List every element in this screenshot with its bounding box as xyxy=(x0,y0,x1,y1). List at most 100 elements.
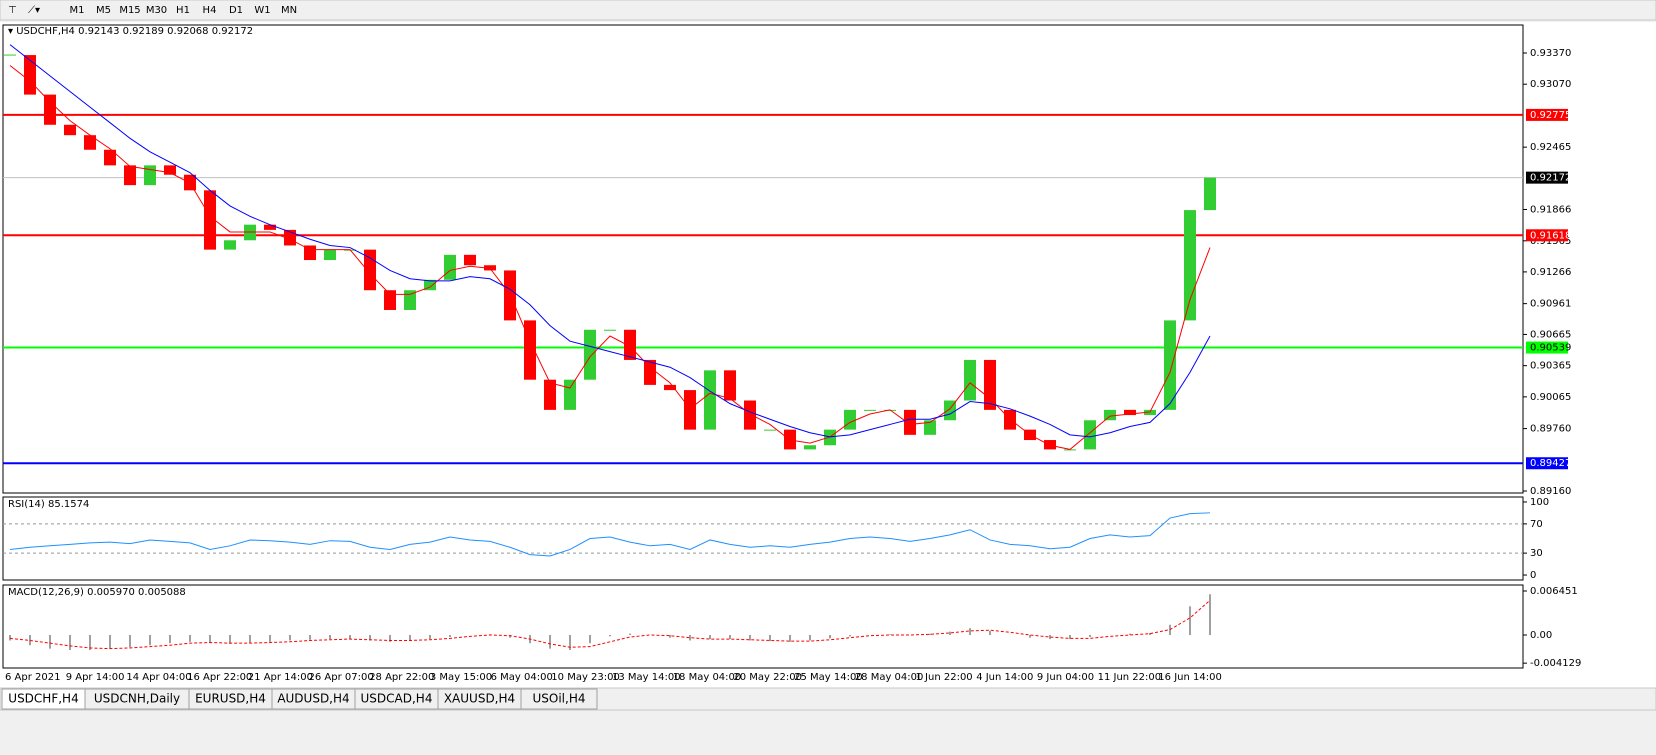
candle xyxy=(384,290,396,310)
candle xyxy=(444,254,456,280)
candle xyxy=(404,290,416,310)
tab[interactable] xyxy=(520,688,598,710)
timeframe-button[interactable]: D1 xyxy=(229,5,243,16)
y-tick-label: 0.93370 xyxy=(1530,48,1571,59)
level-label: 0.91618 xyxy=(1530,230,1571,241)
x-tick-label: 16 Jun 14:00 xyxy=(1158,672,1222,683)
candle xyxy=(864,409,876,411)
y-tick-label: 30 xyxy=(1530,548,1543,559)
y-tick-label: 0.91266 xyxy=(1530,267,1571,278)
timeframe-button[interactable]: H1 xyxy=(176,5,190,16)
timeframe-button[interactable]: M5 xyxy=(96,5,111,16)
y-tick-label: 0.90365 xyxy=(1530,361,1571,372)
timeframe-button[interactable]: H4 xyxy=(203,5,217,16)
candle xyxy=(704,370,716,430)
candle xyxy=(1164,320,1176,410)
signal-line xyxy=(9,599,1211,650)
candle xyxy=(84,135,96,150)
y-tick-label: 0.91866 xyxy=(1530,204,1571,215)
candle xyxy=(664,384,676,391)
tab-label[interactable]: AUDUSD,H4 xyxy=(277,692,349,706)
x-tick-label: 16 Apr 22:00 xyxy=(187,672,252,683)
macd-value: 0.005970 xyxy=(87,587,135,598)
candle xyxy=(624,329,636,360)
tab-label[interactable]: USDCAD,H4 xyxy=(361,692,433,706)
timeframe-button[interactable]: M15 xyxy=(119,5,140,16)
tab-label[interactable]: XAUUSD,H4 xyxy=(444,692,515,706)
main-pane xyxy=(2,24,1524,494)
level-label-bg xyxy=(1526,171,1568,184)
candle xyxy=(724,370,736,401)
candle xyxy=(924,420,936,435)
candle xyxy=(244,224,256,241)
chart-window xyxy=(0,22,1656,688)
candle xyxy=(744,400,756,430)
x-tick-label: 1 Jun 22:00 xyxy=(916,672,973,683)
candle xyxy=(284,229,296,246)
moving-average xyxy=(9,65,1211,450)
x-tick-label: 9 Jun 04:00 xyxy=(1037,672,1094,683)
signal-value: 0.005088 xyxy=(138,587,186,598)
y-tick-label: 0.89760 xyxy=(1530,424,1571,435)
open: 0.92143 xyxy=(78,26,119,37)
tab-label[interactable]: EURUSD,H4 xyxy=(195,692,266,706)
timeframe-button[interactable]: MN xyxy=(281,5,297,16)
rsi-pane xyxy=(2,496,1524,581)
candle xyxy=(424,279,436,291)
level-label: 0.89427 xyxy=(1530,458,1571,469)
y-tick-label: 0.90065 xyxy=(1530,392,1571,403)
candle xyxy=(204,190,216,250)
y-tick-label: 70 xyxy=(1530,519,1543,530)
x-tick-label: 28 Apr 22:00 xyxy=(369,672,434,683)
y-tick-label: 0.93070 xyxy=(1530,79,1571,90)
tab-label[interactable]: USOil,H4 xyxy=(533,692,586,706)
x-tick-label: 25 May 14:00 xyxy=(794,672,863,683)
candle xyxy=(564,379,576,410)
y-tick-label: 0.92465 xyxy=(1530,142,1571,153)
x-tick-label: 6 Apr 2021 xyxy=(5,672,60,683)
rsi-line xyxy=(9,512,1211,557)
x-tick-label: 21 Apr 14:00 xyxy=(248,672,313,683)
candle xyxy=(44,94,56,125)
x-tick-label: 3 May 15:00 xyxy=(430,672,492,683)
candle xyxy=(1084,420,1096,450)
tool-icon: ⟋▾ xyxy=(28,5,40,16)
candle xyxy=(484,265,496,271)
candle xyxy=(1184,210,1196,321)
y-tick-label: -0.004129 xyxy=(1530,658,1581,669)
candle xyxy=(604,329,616,331)
x-tick-label: 13 May 14:00 xyxy=(612,672,681,683)
x-tick-label: 28 May 04:00 xyxy=(855,672,924,683)
candle xyxy=(1144,409,1156,416)
candle xyxy=(144,165,156,186)
tab-label[interactable]: USDCHF,H4 xyxy=(8,692,78,706)
chart-header: ▾ USDCHF,H4 0.92143 0.92189 0.92068 0.92… xyxy=(8,26,253,37)
level-label-bg xyxy=(1526,229,1568,242)
close: 0.92172 xyxy=(212,26,253,37)
x-tick-label: 6 May 04:00 xyxy=(491,672,553,683)
timeframe-button[interactable]: W1 xyxy=(254,5,270,16)
candle xyxy=(264,224,276,230)
candle xyxy=(544,379,556,410)
timeframe-button[interactable]: M1 xyxy=(70,5,85,16)
y-tick-label: 0.90665 xyxy=(1530,329,1571,340)
x-tick-label: 4 Jun 14:00 xyxy=(976,672,1033,683)
x-tick-label: 18 May 04:00 xyxy=(673,672,742,683)
tab-label[interactable]: USDCNH,Daily xyxy=(94,692,180,706)
candle xyxy=(324,249,336,261)
candle xyxy=(984,359,996,410)
level-label-bg xyxy=(1526,457,1568,470)
candle xyxy=(124,165,136,186)
y-tick-label: 0.91565 xyxy=(1530,236,1571,247)
candle xyxy=(764,429,776,431)
macd-header: MACD(12,26,9) 0.005970 0.005088 xyxy=(8,587,186,598)
candle xyxy=(464,254,476,266)
x-tick-label: 20 May 22:00 xyxy=(733,672,802,683)
moving-average xyxy=(9,44,1211,438)
symbol: USDCHF,H4 xyxy=(16,26,75,37)
timeframe-button[interactable]: M30 xyxy=(146,5,167,16)
candle xyxy=(684,390,696,430)
level-label-bg xyxy=(1526,108,1568,121)
